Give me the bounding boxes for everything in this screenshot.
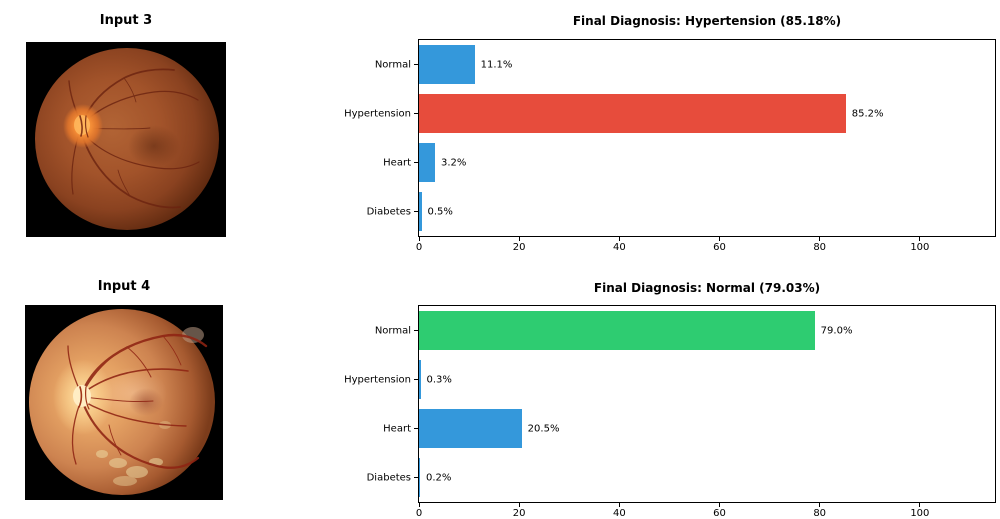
x-tick-label: 0 bbox=[415, 242, 423, 253]
retinal-fundus-photo-3 bbox=[35, 48, 219, 230]
category-label-diabetes: Diabetes bbox=[366, 206, 411, 217]
chart-1-title: Final Diagnosis: Hypertension (85.18%) bbox=[572, 14, 842, 28]
y-tick-mark bbox=[414, 64, 418, 65]
x-tick-label: 0 bbox=[415, 508, 423, 519]
input-3-title: Input 3 bbox=[99, 13, 153, 28]
category-label-heart: Heart bbox=[383, 157, 411, 168]
value-label-diabetes: 0.2% bbox=[426, 472, 452, 483]
bar-heart bbox=[419, 408, 522, 449]
x-tick-label: 40 bbox=[612, 508, 626, 519]
x-tick-label: 100 bbox=[910, 242, 930, 253]
x-tick-label: 20 bbox=[512, 242, 526, 253]
x-tick-mark bbox=[719, 237, 721, 241]
input-4-title: Input 4 bbox=[97, 279, 151, 294]
x-tick-mark bbox=[719, 503, 721, 507]
y-tick-mark bbox=[414, 211, 418, 212]
value-label-diabetes: 0.5% bbox=[427, 206, 453, 217]
x-tick-mark bbox=[418, 503, 420, 507]
x-tick-mark bbox=[618, 503, 620, 507]
bar-normal bbox=[419, 310, 815, 351]
category-label-diabetes: Diabetes bbox=[366, 472, 411, 483]
bar-hypertension bbox=[419, 359, 421, 400]
value-label-hypertension: 85.2% bbox=[851, 108, 884, 119]
bar-diabetes bbox=[419, 191, 422, 232]
bar-chart-2: 79.0% Normal 0.3% Hypertension 20.5% Heart 0.2… bbox=[344, 305, 996, 519]
x-tick-label: 40 bbox=[612, 242, 626, 253]
y-tick-mark bbox=[414, 113, 418, 114]
x-tick-mark bbox=[418, 237, 420, 241]
value-label-normal: 11.1% bbox=[480, 59, 513, 70]
x-tick-label: 80 bbox=[813, 242, 827, 253]
value-label-heart: 3.2% bbox=[441, 157, 467, 168]
category-label-hypertension: Hypertension bbox=[344, 108, 411, 119]
bar-chart-1: 11.1% Normal 85.2% Hypertension 3.2% Heart 0.5… bbox=[344, 39, 996, 253]
y-tick-mark bbox=[414, 162, 418, 163]
input-3-image bbox=[26, 42, 226, 237]
value-label-normal: 79.0% bbox=[820, 325, 853, 336]
x-tick-label: 60 bbox=[713, 508, 726, 519]
category-label-hypertension: Hypertension bbox=[344, 374, 411, 385]
category-label-heart: Heart bbox=[383, 423, 411, 434]
y-tick-mark bbox=[414, 330, 418, 331]
bar-diabetes bbox=[419, 457, 420, 498]
y-tick-mark bbox=[414, 379, 418, 380]
value-label-heart: 20.5% bbox=[527, 423, 560, 434]
bar-hypertension bbox=[419, 93, 846, 134]
x-tick-mark bbox=[819, 503, 821, 507]
x-tick-label: 80 bbox=[813, 508, 827, 519]
chart-2-title: Final Diagnosis: Normal (79.03%) bbox=[593, 281, 821, 295]
x-tick-mark bbox=[819, 237, 821, 241]
category-label-normal: Normal bbox=[374, 59, 411, 70]
bar-heart bbox=[419, 142, 436, 183]
x-tick-mark bbox=[518, 503, 520, 507]
value-label-hypertension: 0.3% bbox=[426, 374, 452, 385]
input-4-image bbox=[25, 305, 223, 500]
x-tick-label: 20 bbox=[512, 508, 526, 519]
x-tick-mark bbox=[919, 503, 921, 507]
x-tick-mark bbox=[518, 237, 520, 241]
x-tick-label: 100 bbox=[910, 508, 930, 519]
x-tick-mark bbox=[919, 237, 921, 241]
bar-normal bbox=[419, 44, 475, 85]
x-tick-mark bbox=[618, 237, 620, 241]
y-tick-mark bbox=[414, 428, 418, 429]
retinal-fundus-photo-4 bbox=[29, 309, 215, 495]
x-tick-label: 60 bbox=[713, 242, 726, 253]
y-tick-mark bbox=[414, 477, 418, 478]
category-label-normal: Normal bbox=[374, 325, 411, 336]
